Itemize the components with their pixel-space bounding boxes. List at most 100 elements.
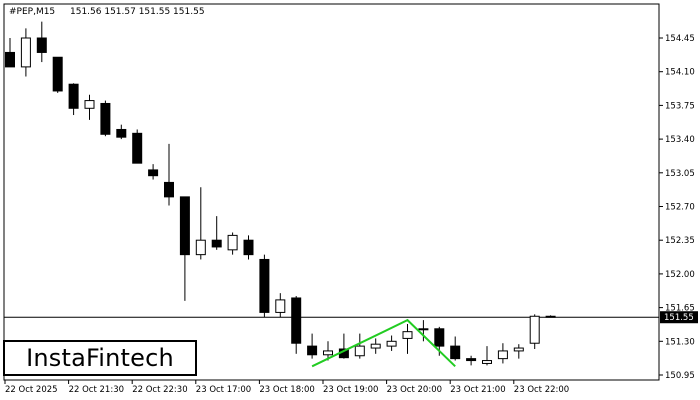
x-tick-label: 22 Oct 21:30 [69, 385, 124, 395]
candle-body-bearish [148, 169, 159, 177]
candle-body-bearish [68, 83, 79, 109]
candle-body-bearish [243, 239, 254, 256]
candle-body-bullish [497, 350, 508, 360]
candle-body-bearish [132, 132, 143, 164]
candle-body-bearish [434, 328, 445, 347]
plot-area [3, 3, 660, 381]
candle [20, 28, 31, 77]
candle-body-bearish [545, 315, 556, 318]
pattern-line [311, 318, 456, 368]
candle-body-bullish [482, 360, 492, 364]
current-price-label: 151.55 [664, 313, 694, 323]
candle [259, 254, 270, 318]
y-tick-label: 153.75 [665, 101, 695, 111]
candle [195, 187, 206, 260]
x-tick-label: 23 Oct 21:00 [450, 385, 505, 395]
candle-body-bullish [513, 347, 524, 352]
candle-body-bullish [370, 343, 381, 349]
candle-body-bearish [211, 239, 222, 248]
candle-body-bullish [84, 100, 95, 109]
candle-body-bearish [466, 358, 477, 362]
candle [418, 320, 429, 342]
x-tick-label: 23 Oct 18:00 [259, 385, 314, 395]
candle-body-bearish [179, 196, 190, 256]
candle-body-bullish [354, 345, 365, 357]
candle [386, 335, 397, 351]
candle [275, 293, 286, 318]
candle-body-bearish [5, 51, 15, 68]
candle [68, 83, 79, 116]
ohlc-readout: 151.56 151.57 151.55 151.55 [70, 7, 205, 17]
candle [370, 338, 381, 354]
y-tick-label: 153.40 [665, 135, 695, 145]
price-axis: 154.45 154.10 153.75 153.40 153.05 152.70 152.… [659, 34, 695, 381]
x-tick-label: 23 Oct 19:00 [323, 385, 378, 395]
x-tick-label: 22 Oct 22:30 [132, 385, 187, 395]
logo-text: InstaFintech [26, 344, 174, 372]
candles [5, 21, 556, 366]
candle-body-bearish [100, 102, 111, 135]
x-tick-label: 22 Oct 2025 [5, 385, 58, 395]
symbol-label: #PEP,M15 [9, 7, 55, 17]
candle-body-bullish [275, 299, 286, 313]
candle [36, 21, 47, 63]
candle [243, 235, 254, 260]
y-tick-label: 154.10 [665, 68, 695, 78]
candle-body-bearish [164, 181, 174, 198]
y-tick-label: 152.35 [665, 236, 695, 246]
candle [545, 315, 556, 318]
x-tick-label: 23 Oct 17:00 [196, 385, 251, 395]
x-tick-label: 23 Oct 22:00 [514, 385, 569, 395]
candle-body-bullish [402, 331, 413, 339]
candle [307, 333, 318, 359]
candle-body-bullish [20, 37, 31, 68]
candle [450, 336, 461, 361]
candle [116, 124, 127, 140]
candle [148, 164, 159, 180]
y-tick-label: 153.05 [665, 169, 695, 179]
candle-body-bullish [195, 239, 206, 256]
candle [211, 216, 222, 250]
candle [354, 333, 365, 359]
current-price-tag: 151.55 [660, 311, 698, 324]
y-tick-label: 150.95 [665, 371, 695, 381]
candle [100, 100, 111, 137]
candle [5, 38, 15, 68]
double-top-pattern [311, 318, 456, 368]
candle [227, 232, 238, 255]
candle-body-bullish [529, 315, 540, 344]
time-axis: 22 Oct 2025 22 Oct 21:30 22 Oct 22:30 23 Oc… [4, 380, 569, 395]
candle [497, 343, 508, 364]
instafintech-logo: InstaFintech [3, 340, 197, 376]
candle-body-bearish [291, 297, 302, 344]
candle-body-bearish [36, 37, 47, 53]
x-tick-label: 23 Oct 20:00 [387, 385, 442, 395]
y-tick-label: 152.00 [665, 270, 695, 280]
candle [291, 296, 302, 354]
candle [132, 129, 143, 164]
y-tick-label: 154.45 [665, 34, 695, 44]
candle [164, 143, 174, 206]
candle-body-bullish [386, 340, 397, 347]
candle [84, 94, 95, 120]
candle [529, 314, 540, 350]
y-tick-label: 152.70 [665, 203, 695, 213]
y-tick-label: 151.30 [665, 337, 695, 347]
candle [513, 344, 524, 359]
y-tick-label: 151.65 [665, 304, 695, 314]
candle-body-bearish [450, 345, 461, 360]
candle [179, 196, 190, 301]
candle-body-bearish [52, 56, 63, 92]
candle [52, 56, 63, 93]
candle-body-bearish [116, 128, 127, 138]
candle [402, 323, 413, 354]
candle-body-bearish [307, 345, 318, 356]
candle [323, 341, 333, 361]
candle [482, 346, 492, 366]
candle-body-bullish [323, 350, 333, 356]
candle-body-bearish [259, 258, 270, 313]
candle [466, 355, 477, 366]
candle-body-bullish [227, 234, 238, 251]
candle-body-bullish [418, 328, 429, 331]
